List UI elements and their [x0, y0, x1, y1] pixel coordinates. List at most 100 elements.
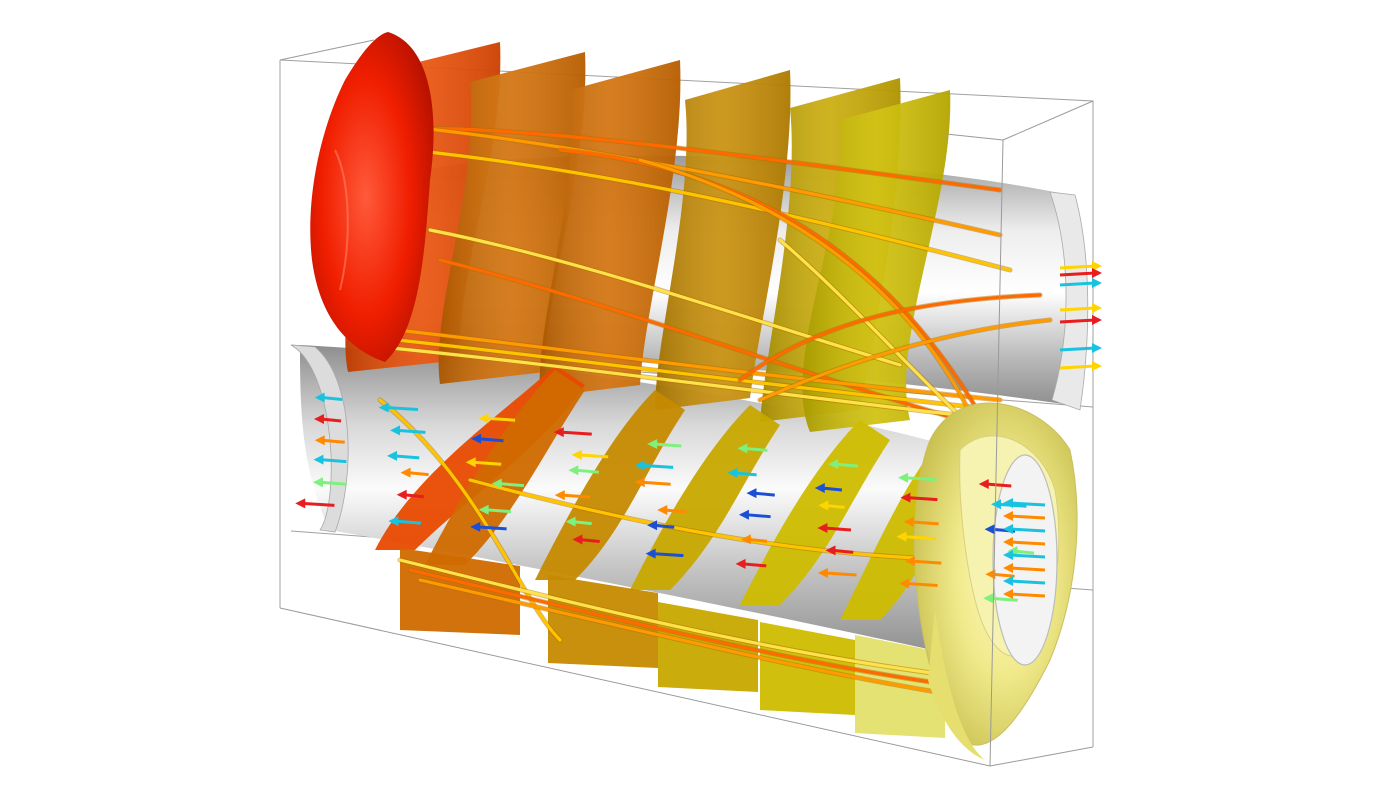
velocity-arrow — [387, 450, 420, 461]
arrow-glyph — [1003, 537, 1013, 547]
arrow-shaft — [320, 417, 342, 423]
velocity-arrow — [314, 392, 343, 403]
arrow-shaft — [1009, 592, 1046, 598]
streamline-tube — [348, 333, 1002, 412]
arrow-shaft — [1059, 318, 1096, 324]
arrow-shaft — [910, 520, 939, 526]
velocity-arrow — [565, 516, 592, 527]
streamline-tube — [758, 318, 1052, 402]
velocity-arrow — [735, 558, 767, 569]
arrow-glyph — [740, 534, 751, 545]
velocity-arrow — [491, 478, 524, 489]
velocity-arrow — [904, 556, 942, 567]
velocity-arrow — [312, 477, 347, 488]
arrow-shaft — [477, 525, 507, 531]
arrow-glyph — [572, 534, 583, 545]
arrow-shaft — [320, 458, 347, 464]
arrow-glyph — [1092, 278, 1102, 288]
pale-isosurface-cluster — [913, 402, 1078, 760]
arrow-shaft — [652, 552, 684, 558]
arrow-glyph — [727, 467, 738, 478]
arrow-shaft — [745, 513, 771, 519]
arrow-shaft — [1009, 527, 1046, 533]
arrow-shaft — [472, 460, 502, 466]
arrow-shaft — [985, 482, 1012, 488]
velocity-arrow — [647, 438, 682, 449]
arrow-shaft — [835, 462, 859, 468]
arrow-glyph — [657, 504, 668, 515]
streamline-tube — [358, 343, 1002, 422]
arrow-glyph — [1092, 303, 1102, 313]
arrow-shaft — [824, 571, 857, 577]
velocity-arrow — [572, 534, 600, 545]
arrow-glyph — [645, 548, 656, 559]
arrow-glyph — [387, 450, 398, 461]
velocity-arrow — [738, 509, 771, 520]
arrow-glyph — [814, 483, 825, 494]
velocity-arrow-field — [295, 261, 1102, 604]
arrow-glyph — [1003, 576, 1013, 586]
arrow-shaft — [1009, 501, 1046, 507]
arrow-shaft — [407, 471, 429, 477]
velocity-arrow — [390, 425, 426, 436]
arrow-glyph — [899, 578, 910, 589]
arrow-glyph — [735, 558, 746, 569]
arrow-glyph — [295, 498, 306, 509]
arrow-glyph — [904, 556, 915, 567]
arrow-glyph — [1003, 524, 1013, 534]
velocity-arrow — [634, 477, 671, 488]
inlet-arrow — [1003, 498, 1046, 508]
arrow-shaft — [1009, 514, 1046, 520]
arrow-shaft — [1059, 271, 1096, 277]
arrow-shaft — [904, 476, 937, 482]
velocity-arrow — [553, 427, 592, 438]
arrow-shaft — [903, 535, 937, 541]
arrow-shaft — [1059, 264, 1096, 270]
arrow-glyph — [565, 516, 576, 527]
velocity-arrow — [727, 467, 757, 478]
arrow-glyph — [1092, 343, 1102, 353]
arrow-shaft — [1009, 540, 1046, 546]
arrow-glyph — [491, 478, 502, 489]
arrow-glyph — [1003, 563, 1013, 573]
arrow-shaft — [560, 430, 592, 436]
streamline-tube — [428, 228, 902, 367]
arrow-shaft — [575, 468, 599, 474]
arrow-glyph — [647, 520, 658, 531]
arrow-shaft — [477, 437, 504, 443]
arrow-shaft — [832, 548, 854, 554]
streamline-tube — [398, 558, 992, 682]
arrow-glyph — [313, 414, 324, 425]
inlet-arrow — [1003, 537, 1046, 547]
arrow-glyph — [634, 477, 645, 488]
bounding-box-front — [279, 39, 1094, 767]
streamlines — [337, 122, 1053, 703]
arrow-shaft — [821, 486, 843, 492]
arrow-shaft — [485, 416, 516, 422]
arrow-glyph — [1003, 498, 1013, 508]
arrow-glyph — [1092, 315, 1102, 325]
arrow-shaft — [385, 406, 419, 412]
velocity-arrow — [400, 467, 429, 478]
arrow-glyph — [571, 449, 582, 460]
arrow-shaft — [321, 438, 345, 444]
velocity-arrow — [470, 521, 507, 532]
arrow-shaft — [1009, 579, 1046, 585]
arrow-glyph — [737, 443, 748, 454]
velocity-arrow — [817, 523, 852, 534]
velocity-arrow — [983, 593, 1018, 604]
arrow-shaft — [321, 395, 343, 401]
velocity-arrow — [314, 435, 345, 446]
arrow-glyph — [388, 516, 399, 527]
arrow-glyph — [470, 521, 481, 532]
arrow-glyph — [978, 478, 989, 489]
arrow-glyph — [647, 438, 658, 449]
velocity-arrow — [554, 490, 591, 501]
streamline-tube — [408, 148, 1012, 272]
velocity-arrow — [478, 504, 512, 515]
arrow-glyph — [554, 490, 565, 501]
outlet-arrow — [1059, 361, 1102, 371]
arrow-shaft — [641, 463, 674, 469]
